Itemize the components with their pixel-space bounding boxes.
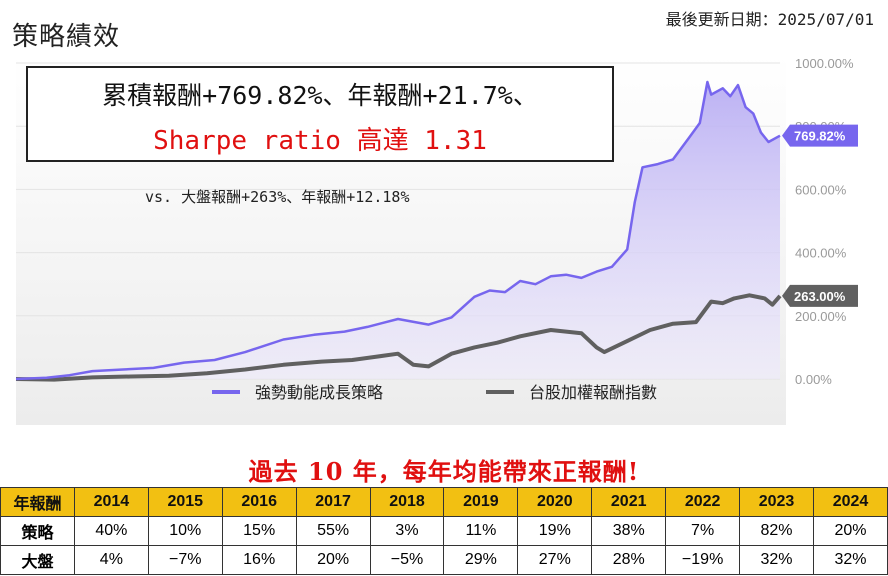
table-cell: 38% — [591, 516, 667, 546]
strategy-area — [16, 82, 780, 379]
table-cell: 10% — [147, 516, 223, 546]
headline-banner: 過去 10 年，每年均能帶來正報酬! — [248, 457, 640, 486]
y-tick-label: 0.00% — [795, 372, 832, 387]
header-cell: 2022 — [665, 487, 741, 517]
table-cell: −19% — [665, 545, 741, 575]
table-cell: 28% — [591, 545, 667, 575]
table-cell: 11% — [443, 516, 519, 546]
summary-box: 累積報酬+769.82%、年報酬+21.7%、 Sharpe ratio 高達 … — [26, 66, 614, 162]
last-updated-date: 最後更新日期：2025/07/01 — [665, 10, 874, 29]
header-cell: 2020 — [517, 487, 593, 517]
table-cell: 82% — [739, 516, 814, 546]
header-cell: 2015 — [147, 487, 223, 517]
y-tick-label: 1000.00% — [795, 56, 854, 71]
annual-returns-table: 年報酬 2014 2015 2016 2017 2018 2019 2020 2… — [0, 487, 888, 575]
y-tick-label: 600.00% — [795, 182, 847, 197]
page-title: 策略績效 — [12, 22, 121, 52]
summary-sharpe: Sharpe ratio 高達 1.31 — [153, 126, 487, 156]
market-end-badge: 263.00% — [782, 284, 858, 307]
header-cell: 2023 — [739, 487, 814, 517]
table-cell: 3% — [369, 516, 445, 546]
table-cell: 19% — [517, 516, 593, 546]
strategy-legend-label[interactable]: 強勢動能成長策略 — [255, 383, 383, 402]
y-axis-ticks: 0.00%200.00%400.00%600.00%800.00%1000.00… — [795, 56, 854, 387]
market-line — [15, 293, 782, 382]
strategy-end-badge: 769.82% — [782, 124, 858, 147]
header-cell: 2014 — [73, 487, 149, 517]
header-cell: 2024 — [812, 487, 888, 517]
table-cell: 20% — [295, 545, 371, 575]
header-cell: 年報酬 — [0, 487, 75, 517]
table-cell: 32% — [739, 545, 814, 575]
table-cell: 29% — [443, 545, 519, 575]
table-cell: 40% — [73, 516, 149, 546]
table-cell: −7% — [147, 545, 223, 575]
header-cell: 2016 — [221, 487, 297, 517]
table-row: 策略 40% 10% 15% 55% 3% 11% 19% 38% 7% 82%… — [0, 516, 888, 546]
y-tick-label: 400.00% — [795, 246, 847, 261]
row-label: 策略 — [0, 516, 75, 546]
market-legend-label[interactable]: 台股加權報酬指數 — [529, 383, 657, 402]
table-cell: −5% — [369, 545, 445, 575]
table-cell: 32% — [812, 545, 888, 575]
row-label: 大盤 — [0, 545, 75, 575]
table-cell: 20% — [812, 516, 888, 546]
table-cell: 15% — [221, 516, 297, 546]
strategy-line — [15, 80, 781, 381]
strategy-end-label: 769.82% — [794, 129, 846, 144]
table-cell: 4% — [73, 545, 149, 575]
performance-chart: 0.00%200.00%400.00%600.00%800.00%1000.00… — [15, 55, 858, 425]
chart-legend[interactable]: 強勢動能成長策略 台股加權報酬指數 — [212, 383, 657, 402]
header-cell: 2018 — [369, 487, 445, 517]
table-cell: 16% — [221, 545, 297, 575]
table-cell: 27% — [517, 545, 593, 575]
y-tick-label: 200.00% — [795, 309, 847, 324]
summary-returns: 累積報酬+769.82%、年報酬+21.7%、 — [102, 81, 538, 110]
table-header-row: 年報酬 2014 2015 2016 2017 2018 2019 2020 2… — [0, 487, 888, 517]
header-cell: 2017 — [295, 487, 371, 517]
market-end-label: 263.00% — [794, 289, 846, 304]
header-cell: 2019 — [443, 487, 519, 517]
header-cell: 2021 — [591, 487, 667, 517]
table-cell: 55% — [295, 516, 371, 546]
table-row: 大盤 4% −7% 16% 20% −5% 29% 27% 28% −19% 3… — [0, 545, 888, 575]
benchmark-comparison: vs. 大盤報酬+263%、年報酬+12.18% — [145, 188, 410, 206]
table-cell: 7% — [665, 516, 741, 546]
